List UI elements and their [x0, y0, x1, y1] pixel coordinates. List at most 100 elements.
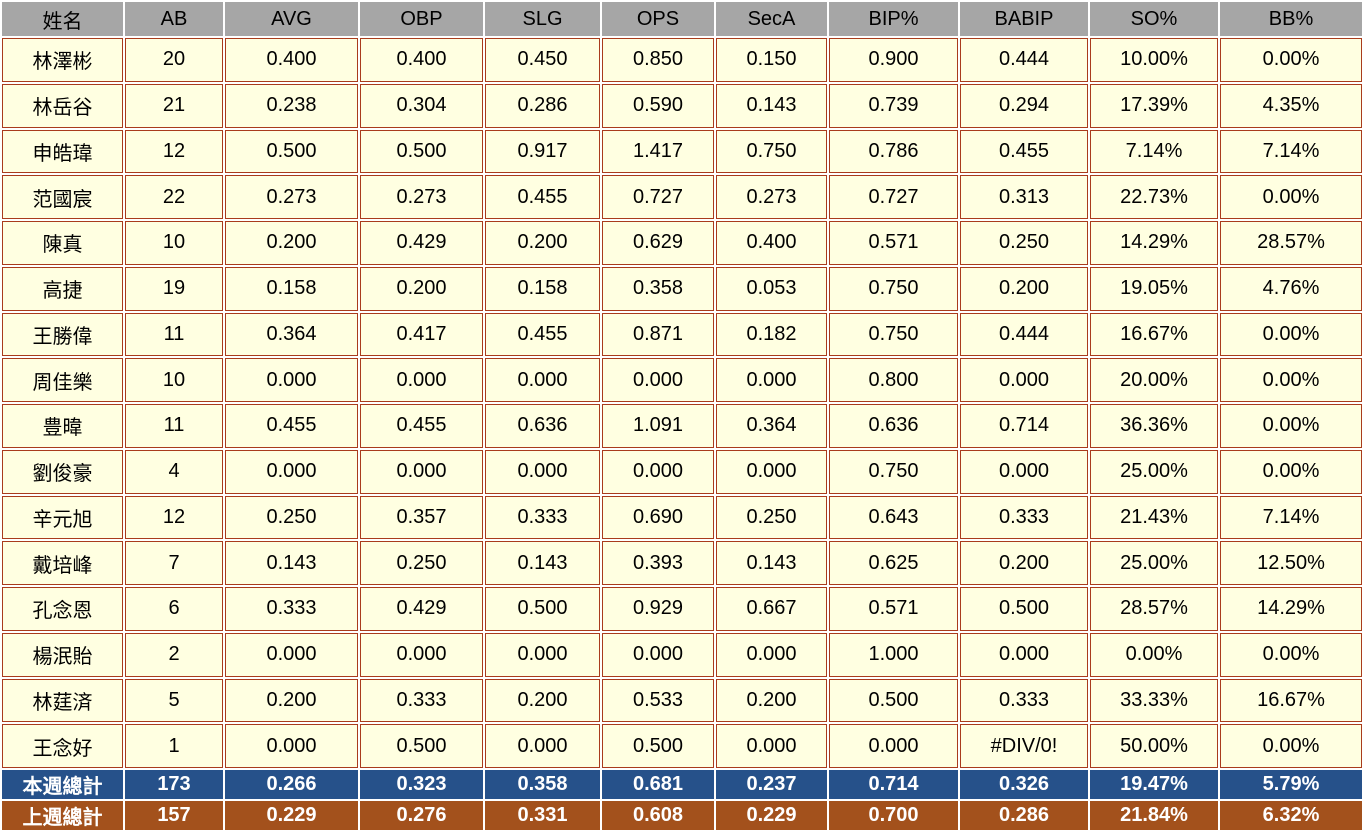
table-row: 王念好 1 0.000 0.500 0.000 0.500 0.000 0.000 #DIV/0… [2, 724, 1362, 768]
stat-cell: 0.00% [1220, 38, 1362, 82]
stat-cell: 0.200 [960, 541, 1088, 585]
stat-cell: 0.500 [360, 129, 483, 174]
stat-cell: 0.500 [225, 129, 358, 174]
table-row: 辛元旭 12 0.250 0.357 0.333 0.690 0.250 0.643 0.333… [2, 495, 1362, 540]
stat-cell: 14.29% [1220, 587, 1362, 631]
player-name-cell: 范國宸 [2, 175, 123, 219]
col-header-babip: BABIP [960, 2, 1088, 36]
player-name-cell: 林莛済 [2, 678, 123, 723]
summary-label-cell: 上週總計 [2, 801, 123, 830]
summary-stat-cell: 0.714 [829, 770, 958, 799]
stat-cell: 0.000 [716, 358, 827, 402]
stat-cell: 0.625 [829, 541, 958, 585]
stat-cell: 25.00% [1090, 449, 1218, 494]
summary-stat-cell: 21.84% [1090, 801, 1218, 830]
stat-cell: 12.50% [1220, 541, 1362, 585]
summary-stat-cell: 19.47% [1090, 770, 1218, 799]
player-name-cell: 林澤彬 [2, 38, 123, 82]
player-rows: 林澤彬 20 0.400 0.400 0.450 0.850 0.150 0.900 0.444… [2, 38, 1362, 768]
stat-cell: 0.500 [485, 587, 600, 631]
stat-cell: 10 [125, 358, 223, 402]
stat-cell: 0.417 [360, 312, 483, 357]
player-name-cell: 孔念恩 [2, 587, 123, 631]
stat-cell: 0.714 [960, 404, 1088, 448]
stat-cell: 0.200 [225, 221, 358, 265]
table-row: 王勝偉 11 0.364 0.417 0.455 0.871 0.182 0.750 0.444… [2, 312, 1362, 357]
stat-cell: 1.000 [829, 632, 958, 677]
table-row: 申皓瑋 12 0.500 0.500 0.917 1.417 0.750 0.786 0.455… [2, 129, 1362, 174]
stat-cell: 28.57% [1220, 221, 1362, 265]
summary-stat-cell: 6.32% [1220, 801, 1362, 830]
col-header-so: SO% [1090, 2, 1218, 36]
stat-cell: 0.333 [225, 587, 358, 631]
stat-cell: 0.667 [716, 587, 827, 631]
table-row: 楊泯貽 2 0.000 0.000 0.000 0.000 0.000 1.000 0.000 0… [2, 632, 1362, 677]
stat-cell: 0.455 [485, 175, 600, 219]
stat-cell: 0.400 [360, 38, 483, 82]
stat-cell: 1 [125, 724, 223, 768]
stat-cell: 11 [125, 404, 223, 448]
table-row: 高捷 19 0.158 0.200 0.158 0.358 0.053 0.750 0.200 1… [2, 266, 1362, 311]
stat-cell: 19.05% [1090, 266, 1218, 311]
stat-cell: 0.000 [485, 449, 600, 494]
summary-stat-cell: 0.331 [485, 801, 600, 830]
stat-cell: 17.39% [1090, 83, 1218, 128]
stat-cell: 0.000 [360, 358, 483, 402]
summary-stat-cell: 5.79% [1220, 770, 1362, 799]
col-header-obp: OBP [360, 2, 483, 36]
stat-cell: 12 [125, 129, 223, 174]
stat-cell: 0.636 [485, 404, 600, 448]
stat-cell: 0.429 [360, 221, 483, 265]
col-header-bip: BIP% [829, 2, 958, 36]
player-name-cell: 楊泯貽 [2, 632, 123, 677]
summary-stat-cell: 0.229 [716, 801, 827, 830]
stat-cell: 0.273 [360, 175, 483, 219]
stat-cell: 1.091 [602, 404, 714, 448]
stat-cell: 0.00% [1220, 175, 1362, 219]
stat-cell: 0.00% [1220, 404, 1362, 448]
stat-cell: 4.35% [1220, 83, 1362, 128]
stat-cell: 4 [125, 449, 223, 494]
col-header-avg: AVG [225, 2, 358, 36]
summary-stat-cell: 173 [125, 770, 223, 799]
stat-cell: 0.871 [602, 312, 714, 357]
stat-cell: 0.00% [1220, 724, 1362, 768]
player-name-cell: 戴培峰 [2, 541, 123, 585]
stat-cell: 0.643 [829, 495, 958, 540]
stat-cell: 0.333 [960, 495, 1088, 540]
stat-cell: 0.750 [829, 266, 958, 311]
summary-stat-cell: 0.358 [485, 770, 600, 799]
stat-cell: 0.727 [829, 175, 958, 219]
stat-cell: 33.33% [1090, 678, 1218, 723]
stat-cell: 20 [125, 38, 223, 82]
stat-cell: 0.000 [602, 449, 714, 494]
stat-cell: 0.750 [829, 312, 958, 357]
stat-cell: 0.358 [602, 266, 714, 311]
table-row: 劉俊豪 4 0.000 0.000 0.000 0.000 0.000 0.750 0.000 2… [2, 449, 1362, 494]
stat-cell: 22 [125, 175, 223, 219]
table-row: 豊暐 11 0.455 0.455 0.636 1.091 0.364 0.636 0.714 3… [2, 404, 1362, 448]
col-header-ab: AB [125, 2, 223, 36]
player-name-cell: 王念好 [2, 724, 123, 768]
table-row: 范國宸 22 0.273 0.273 0.455 0.727 0.273 0.727 0.313… [2, 175, 1362, 219]
player-name-cell: 劉俊豪 [2, 449, 123, 494]
stat-cell: 0.444 [960, 38, 1088, 82]
stat-cell: 0.750 [829, 449, 958, 494]
stat-cell: 0.143 [225, 541, 358, 585]
stat-cell: 1.417 [602, 129, 714, 174]
stat-cell: 0.158 [225, 266, 358, 311]
stat-cell: 0.000 [485, 358, 600, 402]
stat-cell: 0.000 [485, 724, 600, 768]
player-name-cell: 辛元旭 [2, 495, 123, 540]
summary-rows: 本週總計 173 0.266 0.323 0.358 0.681 0.237 0.714 0.3… [2, 770, 1362, 830]
stat-cell: 20.00% [1090, 358, 1218, 402]
stat-cell: 11 [125, 312, 223, 357]
stat-cell: 0.000 [602, 358, 714, 402]
stat-cell: 0.000 [360, 449, 483, 494]
stat-cell: 0.900 [829, 38, 958, 82]
table-row: 林澤彬 20 0.400 0.400 0.450 0.850 0.150 0.900 0.444… [2, 38, 1362, 82]
stat-cell: 50.00% [1090, 724, 1218, 768]
stat-cell: 0.727 [602, 175, 714, 219]
stat-cell: 0.143 [716, 541, 827, 585]
stat-cell: 19 [125, 266, 223, 311]
